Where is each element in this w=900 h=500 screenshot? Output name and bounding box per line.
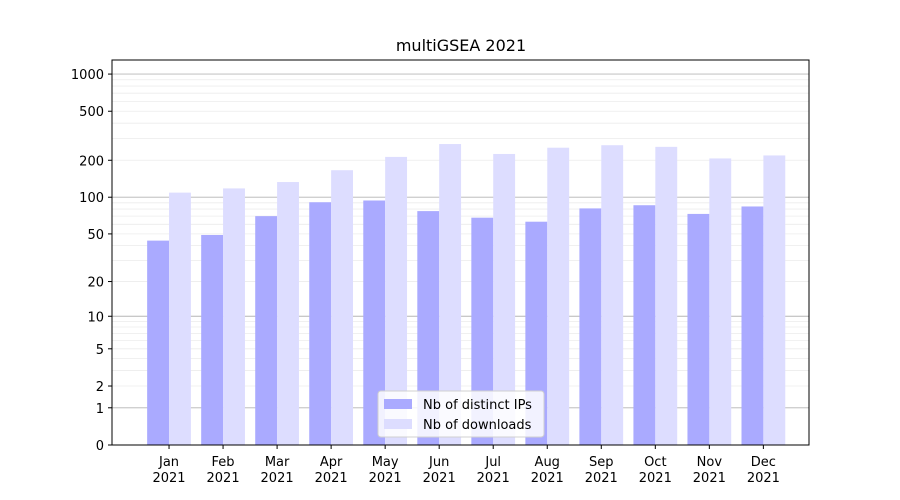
x-tick-label-year: 2021 bbox=[152, 471, 185, 486]
x-tick-label-year: 2021 bbox=[315, 471, 348, 486]
x-tick-label-month: Jun bbox=[428, 455, 449, 470]
y-axis: 0 1 2 5 10 20 50 100 200 500 1000 bbox=[71, 68, 112, 454]
y-tick-label: 10 bbox=[87, 310, 104, 325]
bar-downloads bbox=[331, 170, 354, 445]
x-tick-label-year: 2021 bbox=[261, 471, 294, 486]
x-tick-label-month: Mar bbox=[265, 455, 290, 470]
y-tick-label: 1000 bbox=[71, 68, 104, 83]
x-tick-label-year: 2021 bbox=[207, 471, 240, 486]
bar-downloads bbox=[709, 158, 732, 445]
bar-downloads bbox=[547, 147, 570, 445]
y-tick-label: 1 bbox=[96, 402, 104, 417]
x-tick-label-year: 2021 bbox=[747, 471, 780, 486]
bar-downloads bbox=[439, 144, 462, 446]
bar-distinct-ips bbox=[741, 206, 764, 445]
x-tick-label-year: 2021 bbox=[585, 471, 618, 486]
bar-downloads bbox=[385, 156, 408, 446]
x-tick-label-month: Sep bbox=[589, 455, 614, 470]
x-tick-label-month: Jan bbox=[158, 455, 179, 470]
y-tick-label: 200 bbox=[79, 154, 104, 169]
y-tick-label: 20 bbox=[87, 276, 104, 291]
bar-distinct-ips bbox=[309, 202, 332, 445]
y-tick-label: 0 bbox=[96, 439, 104, 454]
y-tick-label: 50 bbox=[87, 228, 104, 243]
x-tick-label-month: Oct bbox=[644, 455, 666, 470]
y-tick-label: 500 bbox=[79, 105, 104, 120]
bar-downloads bbox=[493, 153, 516, 445]
bar-distinct-ips bbox=[687, 213, 710, 445]
bar-downloads bbox=[763, 155, 786, 445]
x-tick-label-month: May bbox=[372, 455, 399, 470]
legend-box bbox=[377, 390, 545, 438]
bar-distinct-ips bbox=[255, 216, 278, 445]
x-tick-label-year: 2021 bbox=[423, 471, 456, 486]
bar-downloads bbox=[655, 146, 678, 445]
bar-distinct-ips bbox=[147, 240, 170, 445]
y-tick-label: 5 bbox=[96, 343, 104, 358]
x-tick-label-year: 2021 bbox=[477, 471, 510, 486]
legend-label: Nb of distinct IPs bbox=[423, 398, 532, 413]
legend: Nb of distinct IPs Nb of downloads bbox=[377, 390, 545, 438]
y-tick-label: 2 bbox=[96, 380, 104, 395]
legend-label: Nb of downloads bbox=[423, 418, 532, 433]
bar-distinct-ips bbox=[417, 211, 440, 445]
bar-downloads bbox=[169, 192, 191, 445]
x-tick-label-year: 2021 bbox=[693, 471, 726, 486]
bar-downloads bbox=[601, 145, 624, 445]
legend-swatch bbox=[384, 419, 412, 429]
x-tick-label-month: Feb bbox=[212, 455, 235, 470]
x-tick-label-month: Apr bbox=[320, 455, 343, 470]
x-tick-label-year: 2021 bbox=[369, 471, 402, 486]
bar-distinct-ips bbox=[525, 221, 548, 445]
chart-title: multiGSEA 2021 bbox=[396, 36, 526, 55]
bar-distinct-ips bbox=[471, 217, 494, 445]
bar-distinct-ips bbox=[579, 208, 602, 445]
plot-frame bbox=[111, 59, 810, 446]
x-tick-label-month: Jul bbox=[484, 455, 501, 470]
bar-distinct-ips bbox=[633, 205, 656, 445]
x-tick-label-year: 2021 bbox=[531, 471, 564, 486]
bar-downloads bbox=[223, 188, 245, 445]
x-tick-label-year: 2021 bbox=[639, 471, 672, 486]
bar-distinct-ips bbox=[363, 200, 386, 445]
x-axis: Jan2021Feb2021Mar2021Apr2021May2021Jun20… bbox=[152, 445, 780, 486]
x-tick-label-month: Nov bbox=[697, 455, 723, 470]
x-tick-label-month: Aug bbox=[535, 455, 560, 470]
legend-swatch bbox=[384, 399, 412, 409]
bar-distinct-ips bbox=[201, 234, 224, 445]
x-tick-label-month: Dec bbox=[751, 455, 776, 470]
y-tick-label: 100 bbox=[79, 191, 104, 206]
bars bbox=[147, 144, 786, 446]
bar-downloads bbox=[277, 182, 299, 445]
